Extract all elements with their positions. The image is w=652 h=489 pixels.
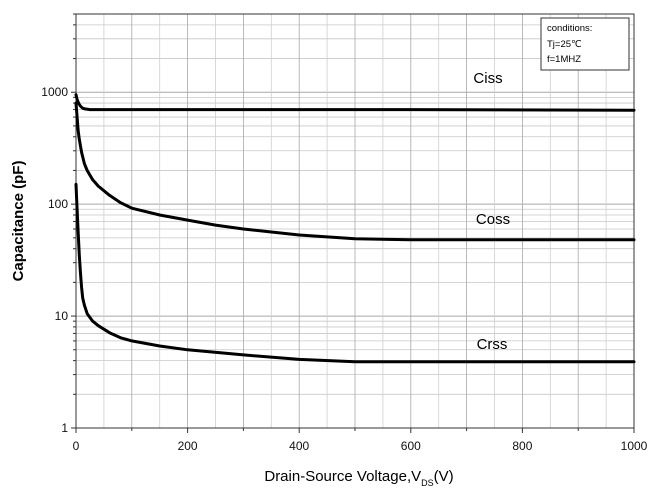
series-line-crss <box>74 182 636 364</box>
series-line-coss <box>74 101 636 242</box>
series-label-crss: Crss <box>477 336 508 353</box>
x-tick-label: 0 <box>73 439 80 453</box>
x-axis-title: Drain-Source Voltage,VDS(V) <box>264 468 453 488</box>
series-label-ciss: Ciss <box>473 70 502 87</box>
x-tick-label: 600 <box>401 439 421 453</box>
series-label-coss: Coss <box>476 211 510 228</box>
conditions-box <box>540 17 630 71</box>
x-tick-label: 1000 <box>621 439 648 453</box>
x-tick-label: 200 <box>178 439 198 453</box>
y-tick-label: 1000 <box>41 85 68 99</box>
x-tick-label: 400 <box>289 439 309 453</box>
conditions-line: Tj=25℃ <box>547 39 582 50</box>
y-axis-title: Capacitance (pF) <box>10 161 27 282</box>
series-line-ciss <box>74 93 636 112</box>
conditions-title: conditions: <box>547 23 592 34</box>
y-tick-label: 100 <box>48 197 68 211</box>
y-tick-label: 1 <box>61 421 68 435</box>
y-tick-label: 10 <box>55 309 69 323</box>
x-tick-label: 800 <box>512 439 532 453</box>
conditions-line: f=1MHZ <box>547 54 581 65</box>
